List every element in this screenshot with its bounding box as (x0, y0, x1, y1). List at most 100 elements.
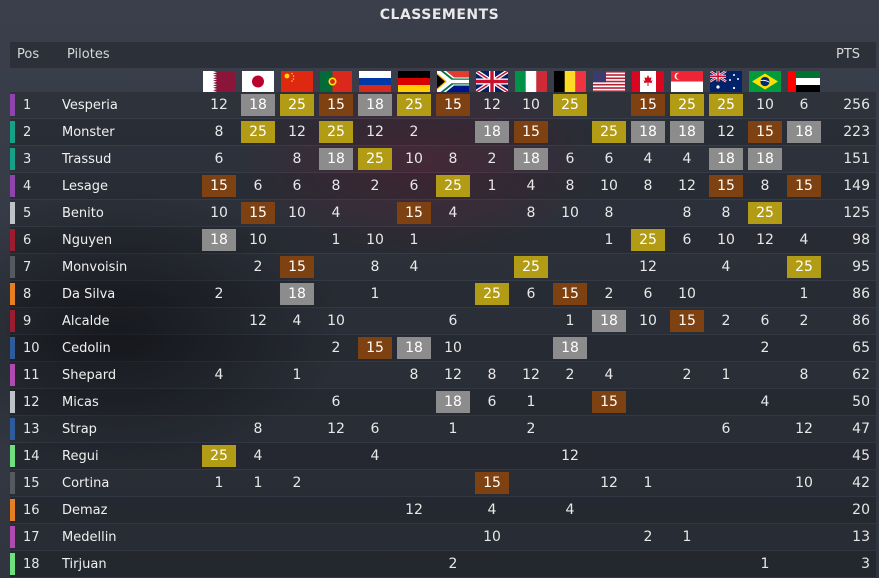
race-result-uk: 10 (483, 529, 501, 545)
race-result-japan: 12 (249, 313, 267, 329)
race-result-qatar: 10 (210, 205, 228, 221)
race-result-australia: 8 (721, 205, 731, 221)
race-result-south-africa: 2 (448, 556, 458, 572)
race-result-belgium: 25 (553, 94, 587, 116)
driver-name: Tirjuan (62, 557, 107, 572)
total-points: 98 (852, 232, 870, 248)
race-result-usa: 15 (592, 391, 626, 413)
race-result-brazil: 4 (760, 394, 770, 410)
table-row: 6 Nguyen 18 10 1 10 1 1 25 6 10 12 4 98 (10, 227, 876, 253)
race-result-canada: 18 (631, 121, 665, 143)
race-result-brazil: 8 (760, 178, 770, 194)
team-color-bar (10, 256, 15, 278)
race-result-china: 4 (292, 313, 302, 329)
table-row: 4 Lesage 15 6 6 8 2 6 25 1 4 8 10 8 12 15 8 15 149 (10, 173, 876, 199)
total-points: 149 (843, 178, 870, 194)
race-result-australia: 4 (721, 259, 731, 275)
driver-name: Trassud (62, 152, 112, 167)
race-result-qatar: 12 (210, 97, 228, 113)
row-position: 10 (23, 341, 40, 356)
race-result-south-africa: 8 (448, 151, 458, 167)
table-row: 16 Demaz 12 4 4 20 (10, 497, 876, 523)
team-color-bar (10, 202, 15, 224)
total-points: 3 (861, 556, 870, 572)
row-position: 9 (23, 314, 32, 329)
china-flag-icon (281, 71, 313, 92)
total-points: 50 (852, 394, 870, 410)
qatar-flag-icon (203, 71, 235, 92)
race-result-belgium: 6 (565, 151, 575, 167)
race-result-canada: 15 (631, 94, 665, 116)
race-result-qatar: 25 (202, 445, 236, 467)
germany-flag-icon (398, 71, 430, 92)
race-result-italy: 1 (526, 394, 536, 410)
race-result-australia: 25 (709, 94, 743, 116)
table-row: 5 Benito 10 15 10 4 15 4 8 10 8 8 8 25 125 (10, 200, 876, 226)
race-result-belgium: 15 (553, 283, 587, 305)
race-result-singapore: 10 (678, 286, 696, 302)
race-result-canada: 8 (643, 178, 653, 194)
race-result-china: 25 (280, 94, 314, 116)
driver-name: Regui (62, 449, 99, 464)
race-result-usa: 25 (592, 121, 626, 143)
race-result-brazil: 15 (748, 121, 782, 143)
row-position: 3 (23, 152, 32, 167)
race-result-uae: 18 (787, 121, 821, 143)
japan-flag-icon (242, 71, 274, 92)
race-result-singapore: 8 (682, 205, 692, 221)
race-result-italy: 2 (526, 421, 536, 437)
race-result-singapore: 6 (682, 232, 692, 248)
race-result-portugal: 25 (319, 121, 353, 143)
total-points: 86 (852, 313, 870, 329)
row-position: 16 (23, 503, 40, 518)
race-result-china: 2 (292, 475, 302, 491)
team-color-bar (10, 553, 15, 575)
total-points: 86 (852, 286, 870, 302)
race-result-russia: 18 (358, 94, 392, 116)
race-result-brazil: 2 (760, 340, 770, 356)
race-result-uae: 2 (799, 313, 809, 329)
race-result-qatar: 6 (214, 151, 224, 167)
table-row: 10 Cedolin 2 15 18 10 18 2 65 (10, 335, 876, 361)
race-result-russia: 25 (358, 148, 392, 170)
race-result-uk: 6 (487, 394, 497, 410)
row-position: 14 (23, 449, 40, 464)
driver-name: Da Silva (62, 287, 116, 302)
team-color-bar (10, 391, 15, 413)
total-points: 20 (852, 502, 870, 518)
race-result-japan: 10 (249, 232, 267, 248)
race-result-south-africa: 4 (448, 205, 458, 221)
race-result-portugal: 18 (319, 148, 353, 170)
team-color-bar (10, 445, 15, 467)
singapore-flag-icon (671, 71, 703, 92)
team-color-bar (10, 148, 15, 170)
total-points: 42 (852, 475, 870, 491)
team-color-bar (10, 283, 15, 305)
race-result-brazil: 18 (748, 148, 782, 170)
race-result-usa: 6 (604, 151, 614, 167)
total-points: 256 (843, 97, 870, 113)
race-result-south-africa: 10 (444, 340, 462, 356)
row-position: 12 (23, 395, 40, 410)
race-result-uae: 1 (799, 286, 809, 302)
race-result-singapore: 25 (670, 94, 704, 116)
row-position: 4 (23, 179, 32, 194)
race-result-china: 6 (292, 178, 302, 194)
race-result-italy: 15 (514, 121, 548, 143)
table-row: 18 Tirjuan 2 1 3 (10, 551, 876, 577)
table-row: 1 Vesperia 12 18 25 15 18 25 15 12 10 25 15 25 25 10 6 25… (10, 92, 876, 118)
race-result-canada: 12 (639, 259, 657, 275)
south-africa-flag-icon (437, 71, 469, 92)
portugal-flag-icon (320, 71, 352, 92)
table-row: 3 Trassud 6 8 18 25 10 8 2 18 6 6 4 4 18 18 151 (10, 146, 876, 172)
race-result-uae: 8 (799, 367, 809, 383)
race-result-canada: 2 (643, 529, 653, 545)
flag-row (0, 69, 879, 92)
team-color-bar (10, 337, 15, 359)
race-result-uk: 8 (487, 367, 497, 383)
race-result-germany: 10 (405, 151, 423, 167)
team-color-bar (10, 175, 15, 197)
table-row: 7 Monvoisin 2 15 8 4 25 12 4 25 95 (10, 254, 876, 280)
row-position: 17 (23, 530, 40, 545)
table-row: 11 Shepard 4 1 8 12 8 12 2 4 2 1 8 62 (10, 362, 876, 388)
